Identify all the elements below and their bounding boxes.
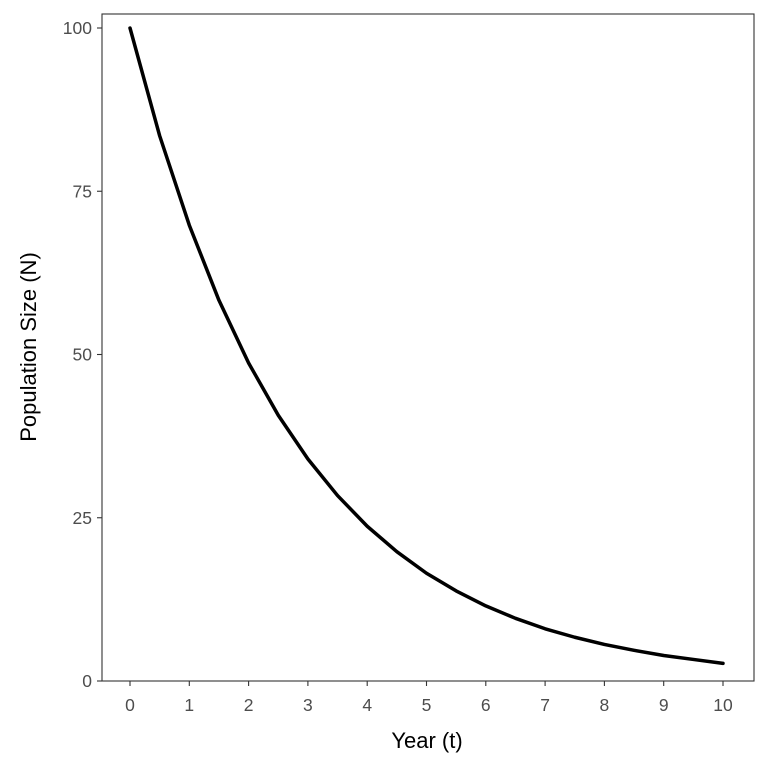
x-tick-label: 3 xyxy=(303,695,313,715)
x-tick-label: 4 xyxy=(362,695,372,715)
y-tick-label: 100 xyxy=(63,18,92,38)
x-tick-label: 5 xyxy=(422,695,432,715)
series-line xyxy=(128,26,725,666)
x-tick-label: 8 xyxy=(600,695,610,715)
y-axis-label: Population Size (N) xyxy=(16,252,41,442)
x-tick-label: 10 xyxy=(713,695,733,715)
x-tick-label: 7 xyxy=(540,695,550,715)
y-tick-label: 0 xyxy=(82,671,92,691)
y-tick-label: 75 xyxy=(73,181,92,201)
plot-panel xyxy=(101,13,755,682)
y-tick-label: 50 xyxy=(73,345,93,365)
x-tick-label: 6 xyxy=(481,695,491,715)
y-tick-label: 25 xyxy=(73,508,92,528)
x-axis-label: Year (t) xyxy=(391,728,462,753)
x-tick-label: 2 xyxy=(244,695,254,715)
x-tick-label: 1 xyxy=(184,695,194,715)
x-tick-label: 9 xyxy=(659,695,669,715)
x-tick-label: 0 xyxy=(125,695,135,715)
